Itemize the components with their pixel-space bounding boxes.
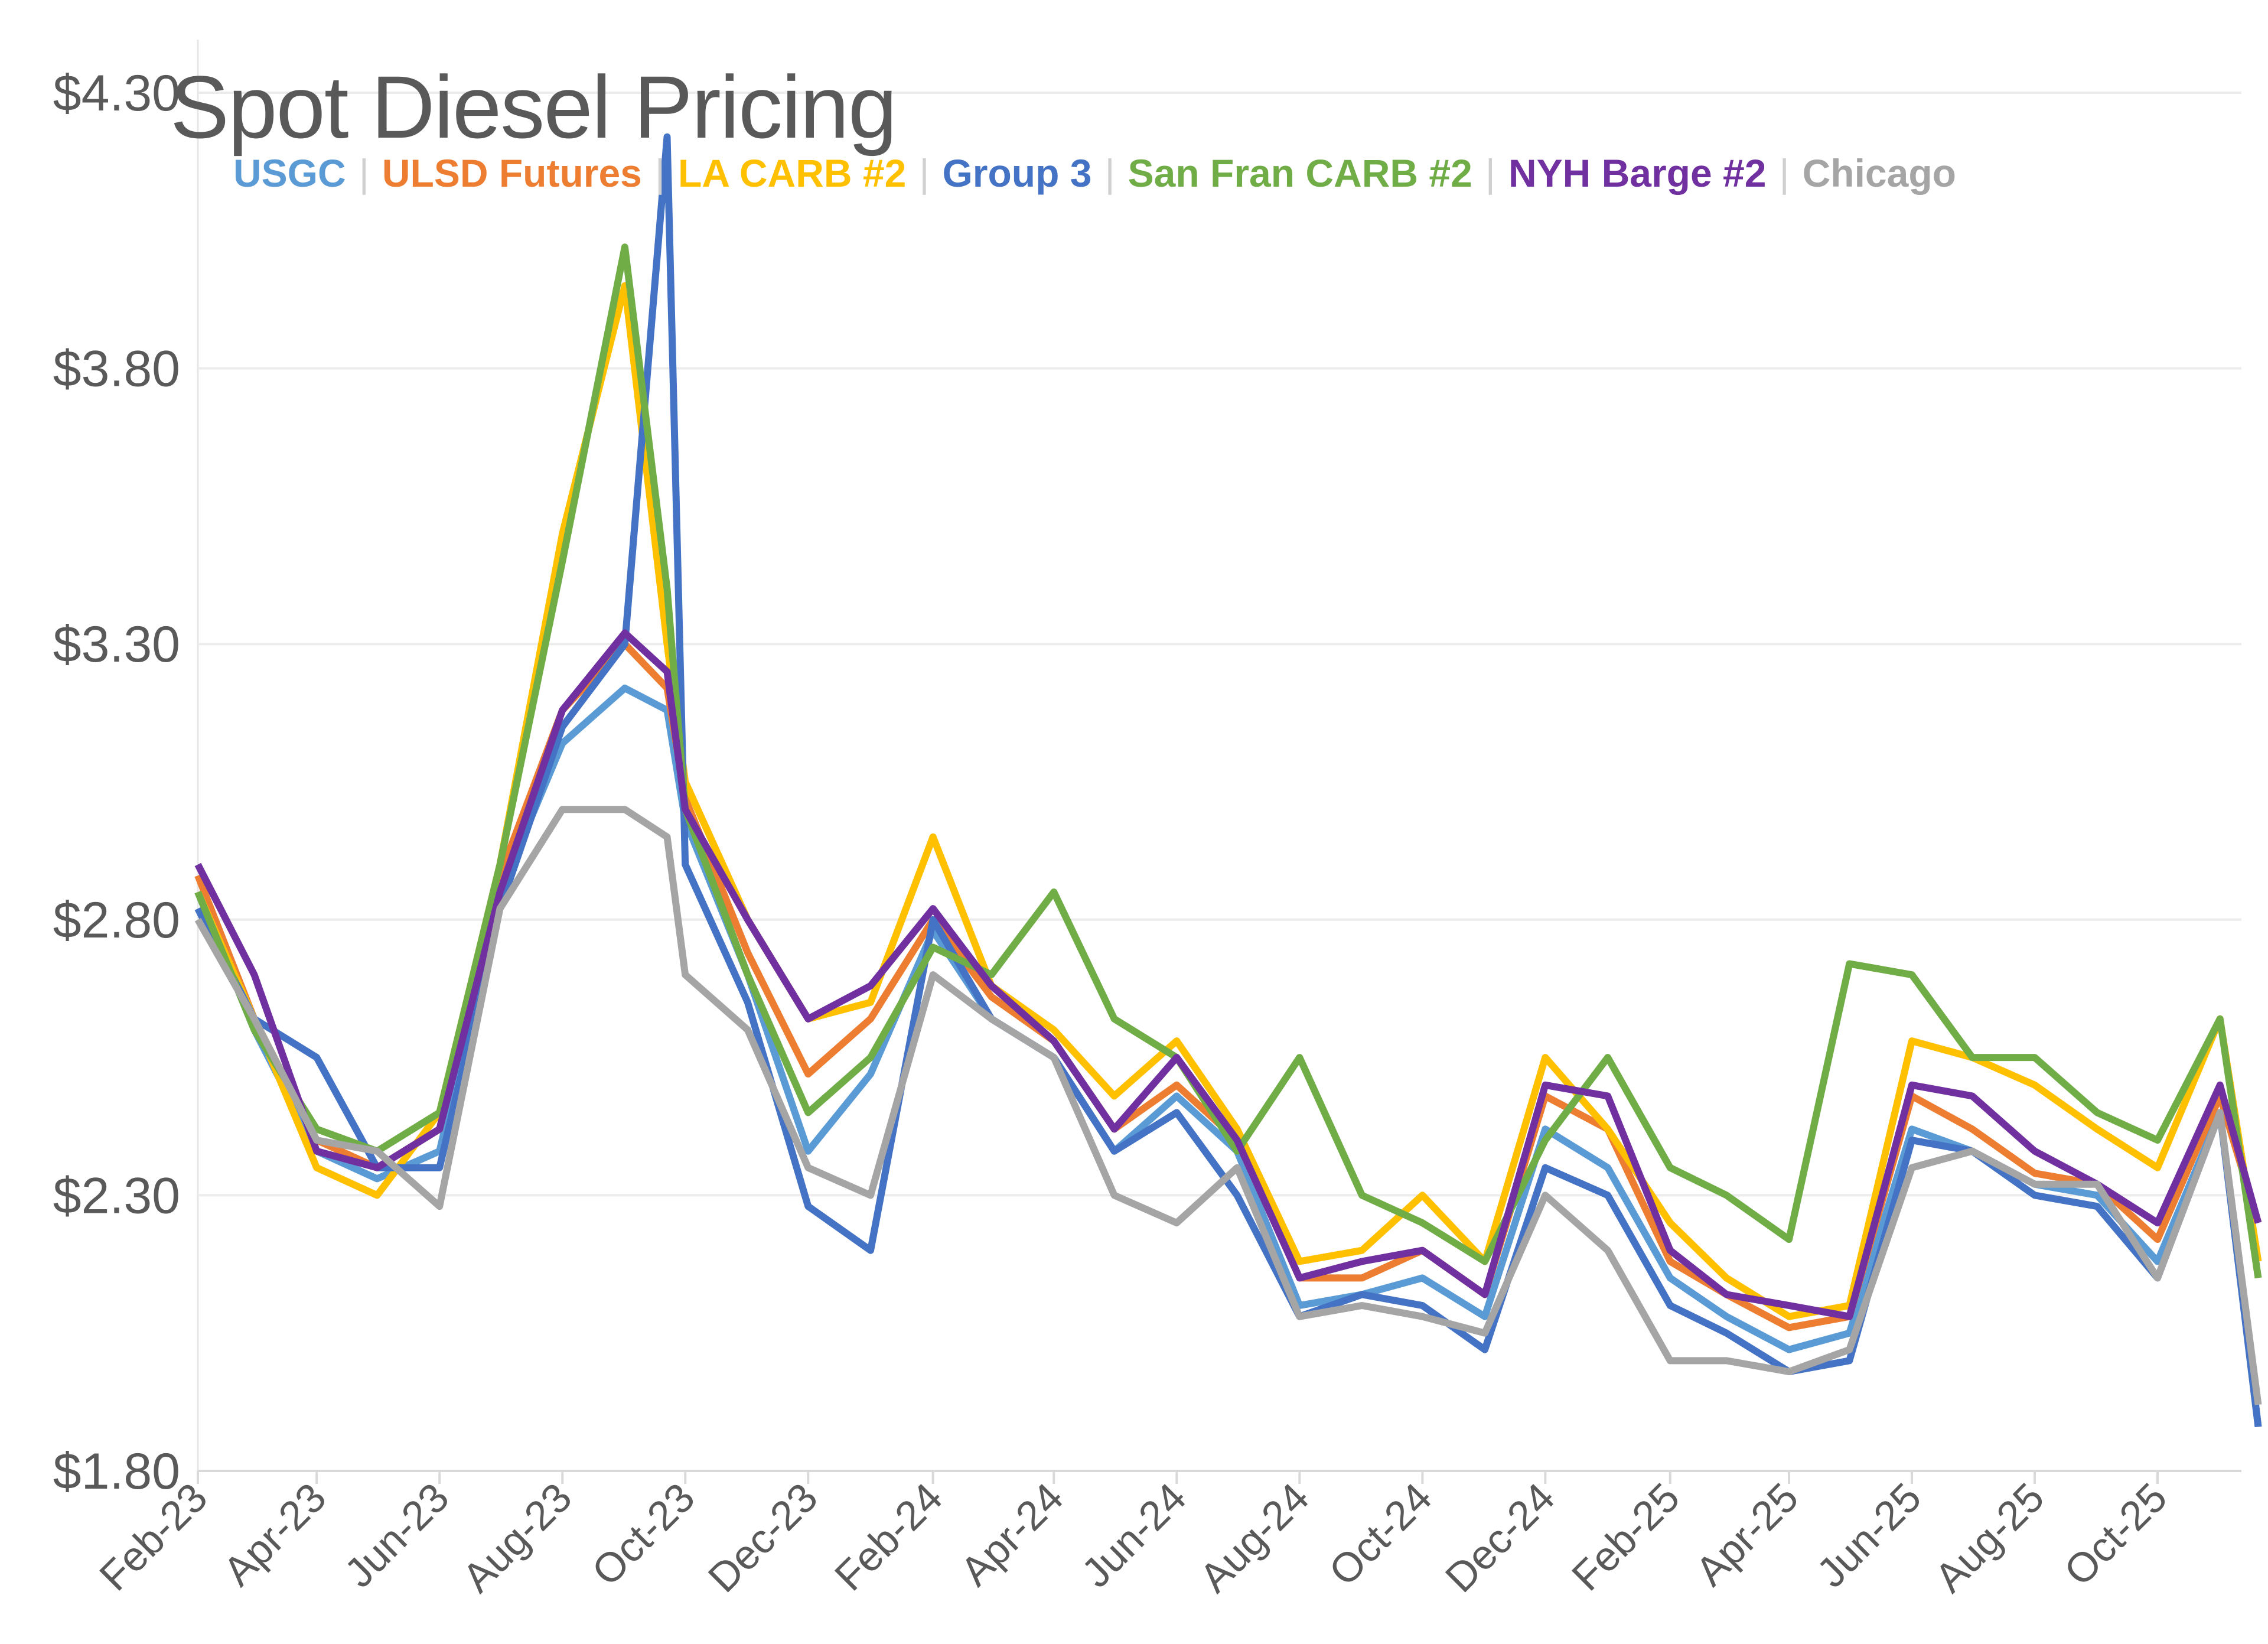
x-tick-label: Apr-23	[214, 1474, 335, 1594]
legend-item: Chicago	[1802, 151, 1956, 195]
y-tick-label: $4.30	[53, 65, 180, 122]
x-tick-label: Dec-24	[1436, 1474, 1563, 1601]
chart-title: Spot Diesel Pricing	[170, 57, 897, 157]
y-axis-tick-labels: $1.80 $2.30 $2.80 $3.30 $3.80 $4.30	[53, 65, 180, 1500]
x-tick-label: Apr-25	[1687, 1474, 1807, 1594]
legend-separator: |	[919, 151, 930, 195]
legend-item: NYH Barge #2	[1508, 151, 1767, 195]
series-line-la-carb-2	[194, 282, 2262, 1320]
series-line-group-3	[194, 133, 2262, 1428]
y-tick-label: $1.80	[53, 1443, 180, 1500]
x-tick-label: Jun-25	[1808, 1474, 1930, 1596]
legend-separator: |	[1485, 151, 1495, 195]
gridlines	[197, 40, 2241, 1484]
legend-item: San Fran CARB #2	[1128, 151, 1472, 195]
x-tick-label: Aug-25	[1926, 1474, 2053, 1601]
y-tick-label: $3.30	[53, 616, 180, 673]
x-tick-label: Oct-24	[1320, 1474, 1441, 1594]
x-tick-label: Feb-25	[1563, 1474, 1688, 1599]
legend: USGC | ULSD Futures | LA CARB #2 | Group 3 | San…	[233, 151, 1956, 196]
y-tick-label: $2.30	[53, 1167, 180, 1224]
legend-separator: |	[1779, 151, 1790, 195]
x-tick-label: Apr-24	[951, 1474, 1072, 1594]
series-line-nyh-barge-2	[194, 629, 2262, 1320]
legend-separator: |	[359, 151, 369, 195]
legend-item: Group 3	[942, 151, 1092, 195]
series-lines	[194, 133, 2262, 1428]
x-tick-label: Oct-25	[2055, 1474, 2176, 1594]
series-line-usgc	[194, 684, 2262, 1428]
x-tick-label: Dec-23	[699, 1474, 826, 1601]
x-tick-label: Aug-24	[1191, 1474, 1318, 1601]
legend-item: USGC	[233, 151, 346, 195]
x-tick-label: Jun-24	[1073, 1474, 1195, 1596]
y-tick-label: $2.80	[53, 892, 180, 949]
x-tick-label: Aug-23	[454, 1474, 581, 1601]
legend-item: LA CARB #2	[678, 151, 907, 195]
series-line-chicago	[194, 806, 2262, 1405]
y-tick-label: $3.80	[53, 341, 180, 398]
x-tick-label: Oct-23	[583, 1474, 703, 1594]
legend-separator: |	[654, 151, 666, 195]
x-tick-label: Jun-23	[335, 1474, 458, 1596]
x-tick-label: Feb-24	[826, 1474, 951, 1599]
series-line-ulsd-futures	[194, 640, 2262, 1332]
legend-separator: |	[1104, 151, 1115, 195]
legend-item: ULSD Futures	[382, 151, 642, 195]
